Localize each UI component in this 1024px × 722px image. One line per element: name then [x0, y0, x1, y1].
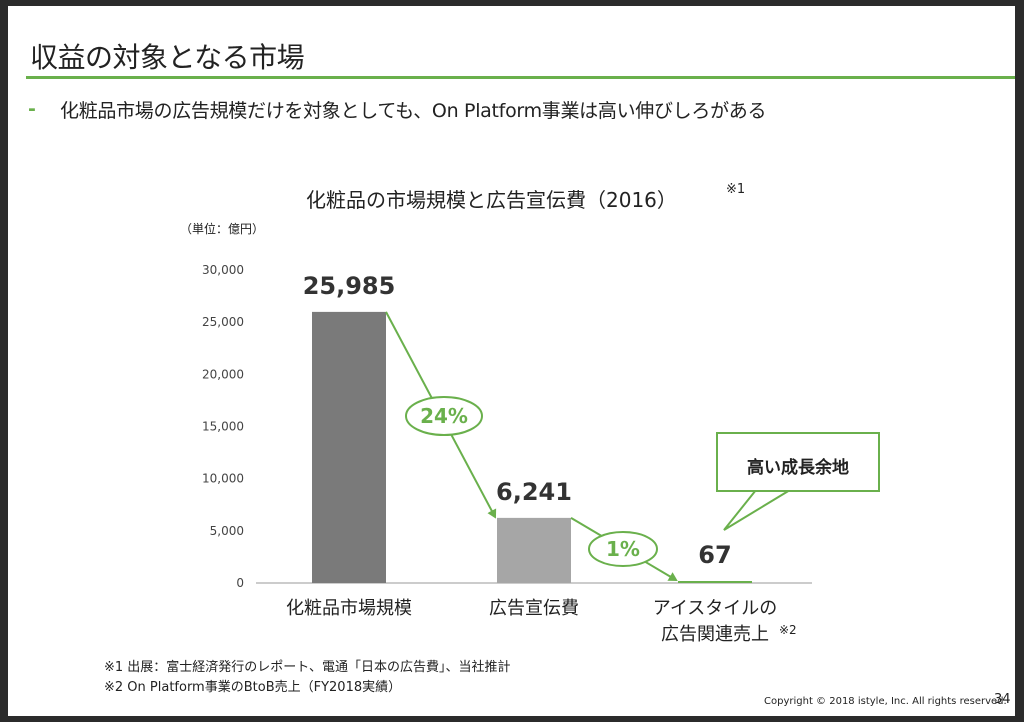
footnote-2: ※2 On Platform事業のBtoB売上（FY2018実績）	[104, 680, 402, 695]
y-tick-label: 25,000	[202, 315, 244, 329]
value-label: 6,241	[496, 478, 572, 506]
ratio-ellipse	[405, 396, 483, 436]
value-label: 25,985	[303, 272, 396, 300]
y-tick-label: 20,000	[202, 367, 244, 381]
value-label: 67	[698, 541, 731, 569]
slide: 収益の対象となる市場 - 化粧品市場の広告規模だけを対象としても、On Plat…	[8, 6, 1015, 716]
category-note: ※2	[779, 623, 797, 637]
chart-title-note: ※1	[726, 182, 746, 197]
bullet-dash: -	[28, 98, 36, 120]
y-tick-label: 30,000	[202, 263, 244, 277]
category-label: 広告宣伝費	[489, 598, 579, 619]
chart-title: 化粧品の市場規模と広告宣伝費（2016）	[306, 188, 677, 212]
y-tick-label: 0	[236, 576, 244, 590]
category-label: 広告関連売上	[661, 624, 769, 645]
category-label: アイスタイルの	[653, 598, 778, 619]
y-tick-label: 5,000	[210, 524, 244, 538]
bar	[678, 581, 752, 583]
callout-text: 高い成長余地	[747, 458, 849, 478]
ratio-ellipse	[588, 531, 658, 567]
y-tick-label: 10,000	[202, 472, 244, 486]
page-title: 収益の対象となる市場	[30, 41, 305, 74]
bar	[497, 517, 571, 583]
bar	[312, 311, 386, 583]
copyright: Copyright © 2018 istyle, Inc. All rights…	[764, 696, 1007, 707]
callout-box	[716, 432, 880, 492]
unit-label: （単位：億円）	[180, 222, 265, 236]
category-label: 化粧品市場規模	[286, 598, 412, 619]
callout-tail	[723, 489, 791, 531]
ratio-label: 24%	[420, 404, 468, 428]
ratio-label: 1%	[606, 537, 640, 561]
subtitle: 化粧品市場の広告規模だけを対象としても、On Platform事業は高い伸びしろ…	[60, 100, 767, 122]
title-rule	[26, 76, 1015, 79]
y-tick-label: 15,000	[202, 420, 244, 434]
chart-svg: 0 5,000 10,000 15,000 20,000 25,000 30,000 24%…	[202, 263, 812, 645]
footnote-1: ※1 出展：富士経済発行のレポート、電通「日本の広告費」、当社推計	[104, 660, 511, 675]
page-number: 34	[994, 692, 1011, 707]
